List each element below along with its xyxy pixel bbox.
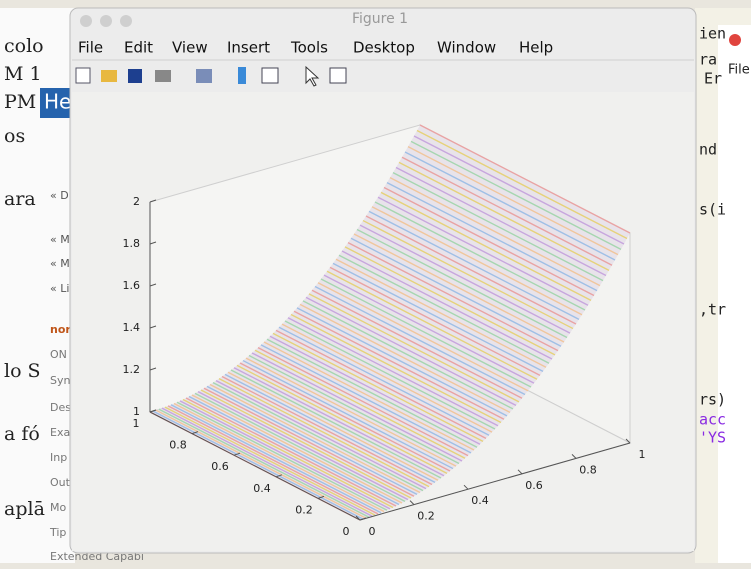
background-text: colo <box>4 35 44 57</box>
background-text: PM <box>4 91 36 113</box>
z-tick-label: 1.6 <box>123 279 141 292</box>
window-title: Figure 1 <box>352 11 408 27</box>
x-tick-label: 0.8 <box>579 463 597 476</box>
doc-link: Mo <box>50 501 66 514</box>
open-icon[interactable] <box>101 70 117 82</box>
y-tick-label: 0.2 <box>295 503 313 516</box>
x-tick-label: 0.2 <box>417 510 435 523</box>
menu-item[interactable]: Help <box>519 39 553 57</box>
y-tick-label: 0 <box>343 525 350 538</box>
code-text: ra <box>699 51 717 69</box>
y-tick-label: 0.8 <box>169 439 187 452</box>
code-text: nd <box>699 141 717 159</box>
doc-link: Exa <box>50 426 70 439</box>
y-tick-label: 0.6 <box>211 460 229 473</box>
doc-link: Des <box>50 401 71 414</box>
window-button[interactable] <box>120 15 132 27</box>
menu-item[interactable]: View <box>172 39 208 57</box>
z-tick-label: 1.4 <box>123 321 141 334</box>
code-text: rs) <box>699 391 726 409</box>
code-text: ien <box>699 25 726 43</box>
doc-link: Syn <box>50 374 70 387</box>
code-text: 'YS <box>699 429 726 447</box>
doc-link: Out <box>50 476 71 489</box>
y-tick-label: 0.4 <box>253 482 271 495</box>
x-tick-label: 0 <box>369 525 376 538</box>
link-icon[interactable] <box>196 69 212 83</box>
background-text: M 1 <box>4 63 42 85</box>
x-tick-label: 0.4 <box>471 494 489 507</box>
window-button[interactable] <box>100 15 112 27</box>
menu-item[interactable]: Tools <box>290 39 328 57</box>
close-dot[interactable] <box>729 34 741 46</box>
print-icon[interactable] <box>155 70 171 82</box>
window-button[interactable] <box>80 15 92 27</box>
doc-link: « D <box>50 189 69 202</box>
background-text: ara <box>4 188 36 210</box>
menu-item[interactable]: Insert <box>227 39 270 57</box>
doc-link: nor <box>50 323 71 336</box>
code-text: Er <box>704 70 722 88</box>
menu-item[interactable]: File <box>78 39 103 57</box>
screen: colo M 1 PM os ara lo S a fó aplā He « D « M « M « L… <box>0 0 751 569</box>
new-icon[interactable] <box>76 68 90 83</box>
x-tick-label: 1 <box>639 448 646 461</box>
menu-item[interactable]: Desktop <box>353 39 415 57</box>
doc-link: Inp <box>50 451 67 464</box>
doc-link: « Li <box>50 282 69 295</box>
x-tick-label: 0.6 <box>525 479 543 492</box>
right-window <box>718 25 751 563</box>
colorbar-icon[interactable] <box>238 67 246 84</box>
background-text: aplā <box>4 498 45 520</box>
background-text: os <box>4 125 25 147</box>
z-tick-label: 1.2 <box>123 363 141 376</box>
help-title: He <box>44 90 71 114</box>
code-text: ,tr <box>699 301 726 319</box>
code-text: s(i <box>699 201 726 219</box>
save-icon[interactable] <box>128 69 142 83</box>
menu-item[interactable]: Window <box>437 39 496 57</box>
doc-link: Tip <box>49 526 66 539</box>
background-text: lo S <box>4 360 41 382</box>
legend-icon[interactable] <box>262 68 278 83</box>
menu-bar: File Edit View Insert Tools Desktop Window Help <box>78 39 553 57</box>
doc-link: ON <box>50 348 67 361</box>
code-text: acc <box>699 411 726 429</box>
doc-link: « M <box>50 233 70 246</box>
z-tick-label: 1.8 <box>123 237 141 250</box>
doc-link: « M <box>50 257 70 270</box>
page: colo M 1 PM os ara lo S a fó aplā He « D « M « M « L… <box>0 0 751 569</box>
menu-item[interactable]: Edit <box>124 39 153 57</box>
z-tick-label: 2 <box>133 195 140 208</box>
property-icon[interactable] <box>330 68 346 83</box>
background-text: a fó <box>4 423 40 445</box>
y-tick-label: 1 <box>133 417 140 430</box>
right-menu: File <box>728 63 750 78</box>
